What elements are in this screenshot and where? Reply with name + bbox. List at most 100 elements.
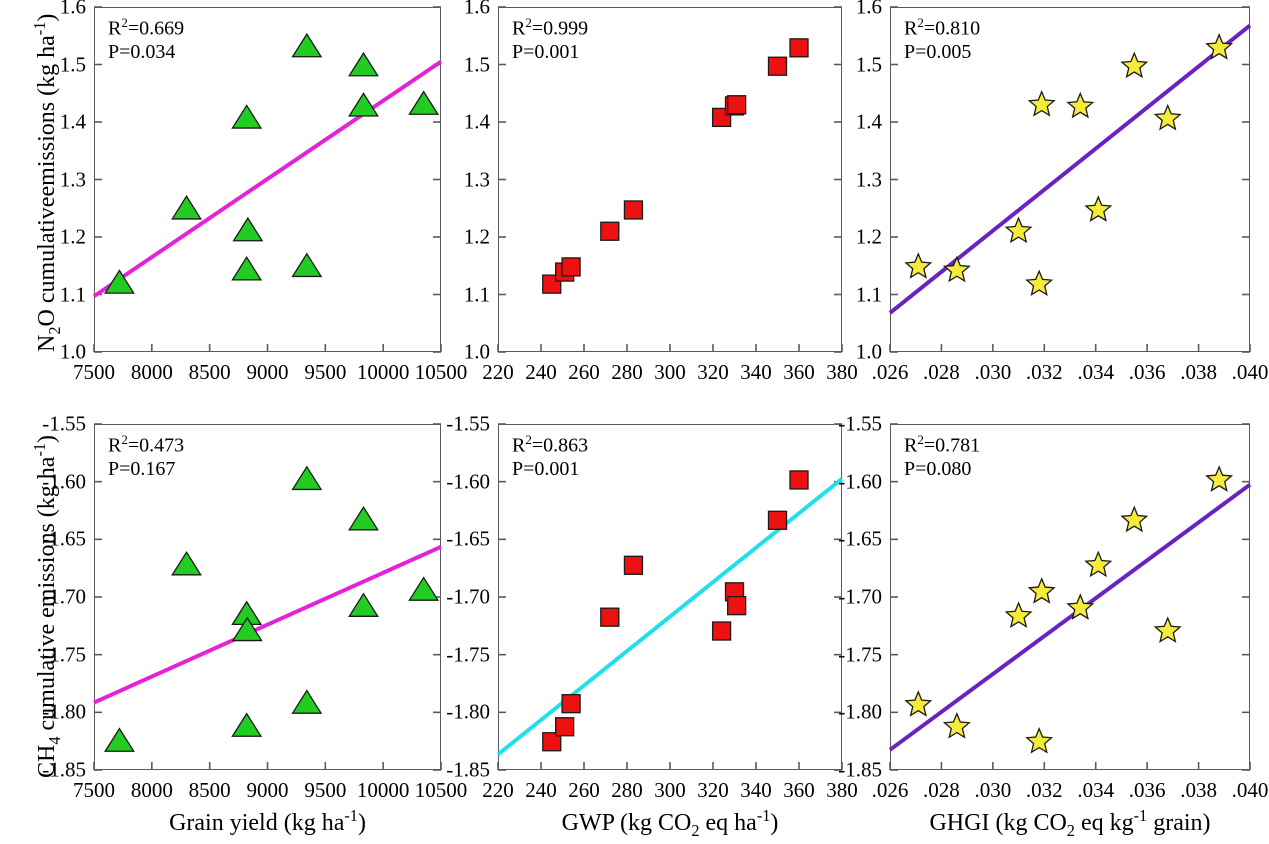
y-tick-label: 1.5 [855, 52, 882, 76]
y-tick-label: -1.55 [446, 411, 490, 436]
p-value-label: P=0.167 [108, 458, 176, 481]
stats-annotation-panel-n2o-yield: R2=0.669 P=0.034 [108, 15, 184, 65]
x-tick-label: 7500 [73, 360, 115, 384]
stats-annotation-panel-ch4-ghgi: R2=0.781 P=0.080 [904, 432, 980, 482]
stats-annotation-panel-n2o-ghgi: R2=0.810 P=0.005 [904, 15, 980, 65]
x-tick-label: 8000 [130, 360, 173, 384]
y-tick-label: 1.6 [855, 0, 882, 19]
x-tick-label: 10500 [414, 778, 468, 802]
y-tick-label: -1.75 [446, 642, 490, 667]
x-tick-label: 10000 [356, 778, 410, 802]
x-tick-label: .036 [1128, 360, 1166, 384]
p-value-label: P=0.080 [904, 458, 972, 481]
y-tick-label: 1.6 [463, 0, 490, 19]
y-tick-label: 1.6 [59, 0, 86, 19]
x-axis-title-grain-yield: Grain yield (kg ha-1) [169, 806, 366, 836]
y-tick-label: 1.1 [463, 282, 490, 306]
x-tick-label: 320 [697, 360, 729, 384]
x-tick-label: .034 [1077, 778, 1115, 802]
y-tick-label: -1.85 [838, 757, 882, 782]
r-squared-label: R2=0.473 [108, 432, 185, 457]
y-tick-label: -1.70 [42, 584, 86, 609]
y-tick-label: 1.0 [855, 339, 882, 364]
y-tick-label: -1.80 [42, 699, 86, 724]
r-squared-label: R2=0.863 [512, 432, 589, 457]
x-tick-label: 240 [525, 778, 557, 802]
r-squared-label: R2=0.781 [904, 432, 981, 457]
y-tick-label: 1.2 [463, 224, 490, 249]
y-tick-label: -1.85 [42, 757, 86, 782]
x-tick-label: 360 [783, 360, 815, 384]
y-tick-label: 1.4 [855, 109, 882, 134]
y-tick-label: 1.3 [855, 167, 882, 191]
x-tick-label: 260 [568, 778, 600, 802]
x-tick-label: 340 [740, 360, 772, 384]
x-tick-label: .030 [974, 360, 1012, 384]
y-tick-label: -1.65 [446, 526, 490, 551]
y-tick-label: -1.60 [446, 469, 490, 494]
x-tick-label: .028 [923, 778, 960, 802]
x-tick-label: 380 [826, 778, 858, 802]
y-tick-label: 1.4 [463, 109, 490, 134]
y-tick-label: -1.70 [446, 584, 490, 609]
x-tick-label: 9000 [246, 360, 289, 384]
x-tick-label: 240 [525, 360, 557, 384]
x-tick-label: 260 [568, 360, 600, 384]
x-tick-label: 10500 [414, 360, 468, 384]
y-tick-label: -1.85 [446, 757, 490, 782]
y-tick-label: -1.70 [838, 584, 882, 609]
x-axis-title-gwp: GWP (kg CO2 eq ha-1) [561, 806, 779, 840]
p-value-label: P=0.034 [108, 41, 176, 64]
y-tick-label: 1.2 [59, 224, 86, 249]
x-tick-label: .026 [871, 778, 909, 802]
x-axis-title-ghgi: GHGI (kg CO2 eq kg-1 grain) [929, 806, 1211, 840]
y-tick-label: -1.75 [42, 642, 86, 667]
y-tick-label: 1.1 [59, 282, 86, 306]
x-tick-label: 7500 [73, 778, 115, 802]
x-tick-label: .026 [871, 360, 909, 384]
y-tick-label: -1.65 [838, 526, 882, 551]
y-tick-label: -1.60 [42, 469, 86, 494]
x-tick-label: 9500 [304, 778, 347, 802]
x-tick-label: 9500 [304, 360, 347, 384]
x-tick-label: .034 [1077, 360, 1115, 384]
y-tick-label: 1.5 [59, 52, 86, 76]
y-tick-label: 1.4 [59, 109, 86, 134]
p-value-label: P=0.001 [512, 41, 580, 64]
y-tick-label: -1.55 [42, 411, 86, 436]
stats-annotation-panel-n2o-gwp: R2=0.999 P=0.001 [512, 15, 588, 65]
x-tick-label: .040 [1231, 778, 1269, 802]
x-tick-label: .038 [1180, 778, 1217, 802]
x-tick-label: 280 [611, 778, 643, 802]
x-tick-label: 9000 [246, 778, 289, 802]
x-tick-label: 10000 [356, 360, 410, 384]
x-tick-label: 340 [740, 778, 772, 802]
r-squared-label: R2=0.999 [512, 15, 589, 40]
x-tick-label: 8000 [130, 778, 173, 802]
x-tick-label: 300 [654, 778, 686, 802]
y-tick-label: -1.80 [838, 699, 882, 724]
x-tick-label: .028 [923, 360, 960, 384]
x-tick-label: .030 [974, 778, 1012, 802]
y-tick-label: 1.0 [463, 339, 490, 364]
x-tick-label: 360 [783, 778, 815, 802]
x-tick-label: .038 [1180, 360, 1217, 384]
x-tick-label: .032 [1025, 360, 1063, 384]
x-tick-label: 220 [482, 360, 514, 384]
y-tick-label: -1.80 [446, 699, 490, 724]
y-tick-label: 1.0 [59, 339, 86, 364]
p-value-label: P=0.001 [512, 458, 580, 481]
x-tick-label: .040 [1231, 360, 1269, 384]
x-tick-label: 220 [482, 778, 514, 802]
stats-annotation-panel-ch4-yield: R2=0.473 P=0.167 [108, 432, 184, 482]
x-tick-label: 8500 [188, 778, 231, 802]
y-tick-label: -1.60 [838, 469, 882, 494]
y-tick-label: 1.3 [463, 167, 490, 191]
y-tick-label: 1.2 [855, 224, 882, 249]
x-tick-label: .032 [1025, 778, 1063, 802]
x-tick-label: 8500 [188, 360, 231, 384]
y-tick-label: -1.65 [42, 526, 86, 551]
stats-annotation-panel-ch4-gwp: R2=0.863 P=0.001 [512, 432, 588, 482]
r-squared-label: R2=0.669 [108, 15, 185, 40]
